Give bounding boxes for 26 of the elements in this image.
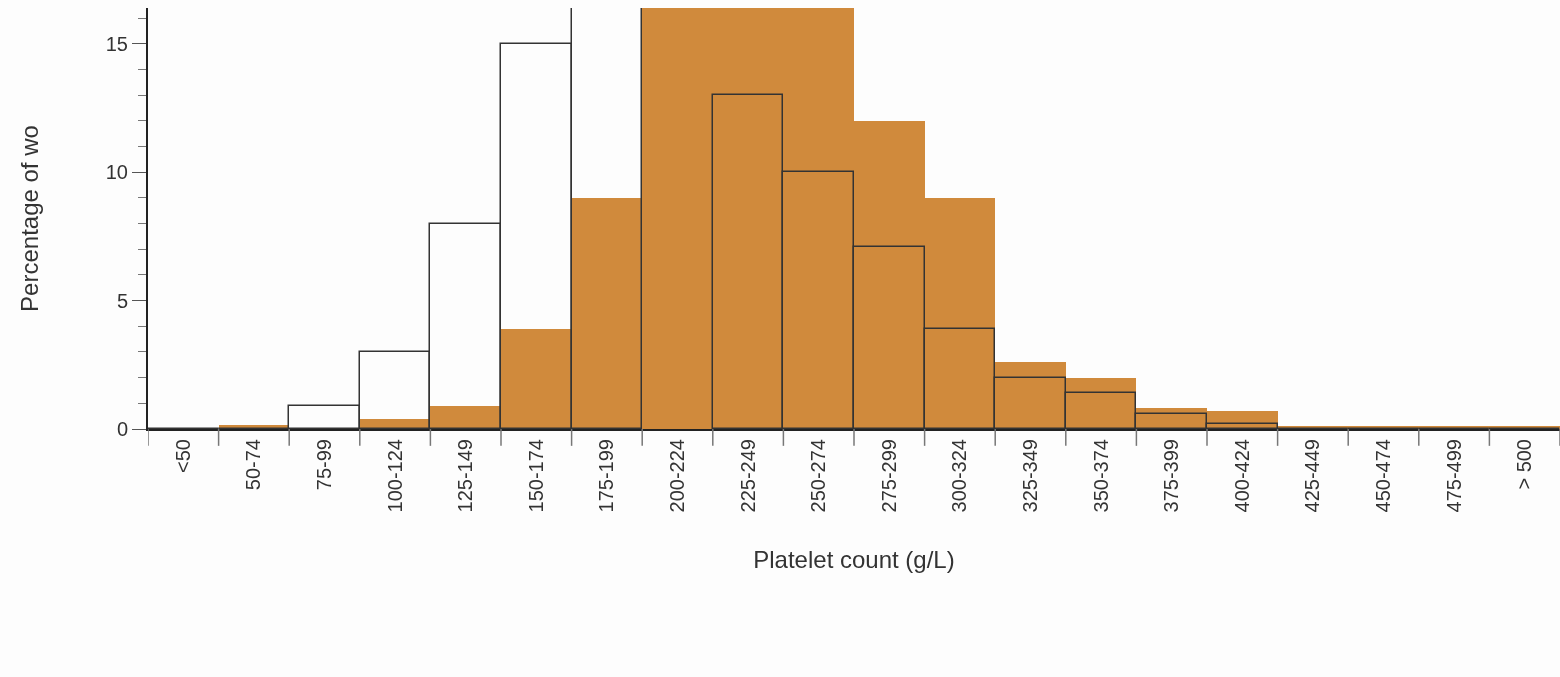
x-tick-label: 150-174 (524, 439, 547, 513)
x-tick-label: 125-149 (454, 439, 477, 513)
x-tick-label: 325-349 (1019, 439, 1041, 513)
x-tick-label: 250-274 (807, 439, 830, 513)
x-tick-label: 300-324 (948, 439, 971, 513)
x-tick-label: 175-199 (595, 439, 618, 513)
x-tick-label: 350-374 (1089, 439, 1112, 513)
x-tick-label: 100-124 (383, 439, 406, 513)
x-tick-label: 400-424 (1230, 439, 1253, 513)
x-tick-label: > 500 (1513, 439, 1536, 490)
x-tick-label: 200-224 (666, 439, 688, 513)
x-tick-label: 425-449 (1301, 439, 1324, 513)
x-tick-label: <50 (171, 439, 194, 473)
x-tick-label: 75-99 (313, 439, 335, 491)
y-tick-label: 5 (116, 289, 128, 312)
x-tick-label: 225-249 (736, 439, 759, 513)
x-tick-label: 50-74 (242, 439, 265, 491)
x-tick-label: 475-499 (1442, 439, 1465, 513)
x-tick-label: 375-399 (1160, 439, 1183, 513)
x-axis-title: Platelet count (g/L) (753, 546, 955, 574)
x-tick-label: 275-299 (877, 439, 900, 513)
y-tick-label: 15 (105, 32, 128, 55)
y-axis-title: Percentage of wo (16, 125, 44, 312)
y-tick-label: 10 (105, 161, 128, 184)
x-tick-label: 450-474 (1372, 439, 1394, 513)
y-tick-label: 0 (116, 418, 128, 440)
